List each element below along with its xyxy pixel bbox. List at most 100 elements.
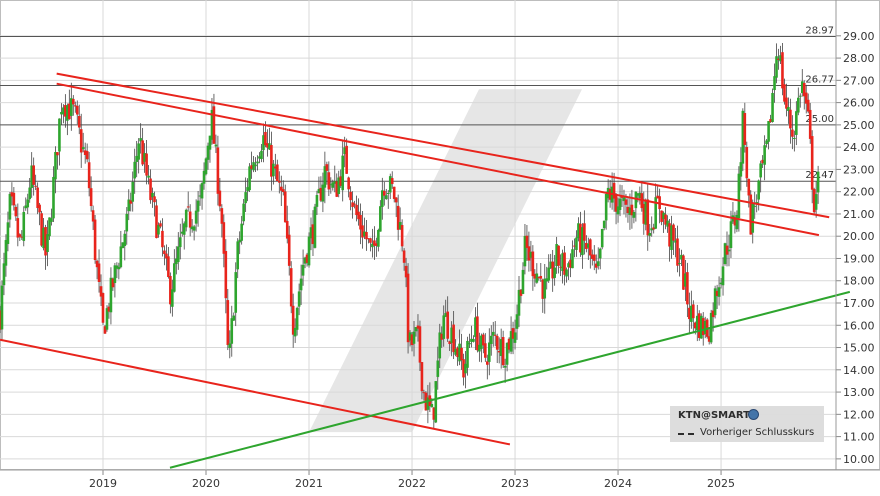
candle-body [741,110,745,164]
candle-body [408,332,412,341]
candle-body [375,243,378,246]
candle-body [499,339,503,356]
y-tick-label: 25.00 [843,119,875,132]
candle-body [497,350,501,353]
x-tick-label: 2019 [89,477,117,490]
candle-body [64,105,67,117]
candle-body [159,223,162,227]
candle-body [440,333,444,340]
candle-body [798,95,802,97]
candle-body [281,189,285,193]
candle-body [509,331,513,352]
candle-body [527,246,531,261]
candle-body [222,222,226,254]
candle-body [567,263,570,268]
candle-body [161,230,164,248]
candle-body [198,195,202,197]
candle-body [612,182,616,199]
candle-body [91,210,95,222]
candle-body [204,158,208,175]
candle-body [163,250,166,255]
candle-body [18,234,22,237]
candle-body [812,189,816,213]
candle-body [101,293,105,323]
candle-body [777,58,780,60]
candle-body [743,113,747,145]
candle-body [727,249,731,252]
candle-body [167,256,170,277]
candle-body [789,109,792,129]
candle-body [103,326,107,334]
candle-body [20,236,24,238]
candle-body [139,138,142,142]
candle-body [285,220,289,239]
candle-body [753,205,757,207]
candle-body [426,397,430,410]
candle-body [83,150,87,156]
candle-body [638,192,642,198]
candle-body [414,327,418,332]
candle-body [111,278,115,288]
candle-body [377,229,380,247]
candle-body [85,151,89,160]
candle-body [200,183,204,199]
watermark-shape [309,89,582,433]
candle-body [686,272,689,305]
candle-body [202,170,206,184]
globe-icon [748,409,759,420]
candle-body [446,311,449,339]
candle-body [169,275,172,305]
candle-body [252,162,255,171]
candle-body [521,269,525,294]
candle-body [22,211,26,241]
candle-body [579,223,582,253]
candle-body [165,253,168,259]
candle-body [311,224,315,245]
y-tick-label: 27.00 [843,74,875,87]
x-tick-label: 2022 [398,477,426,490]
candle-body [182,223,186,235]
candle-body [489,335,493,344]
candle-body [594,263,598,268]
candle-body [367,238,370,240]
candle-body [404,265,408,278]
y-tick-label: 11.00 [843,431,875,444]
candle-body [331,182,335,188]
candle-body [32,165,35,185]
grid-lines [0,0,880,470]
candle-body [115,265,119,269]
candle-body [176,246,180,263]
candle-body [632,211,636,218]
candle-body [196,200,200,212]
candle-body [569,259,572,268]
candle-body [228,343,232,348]
candle-body [747,178,751,196]
candle-body [660,210,663,222]
candle-body [519,289,523,296]
candle-body [739,162,743,177]
candle-body [95,260,99,268]
candle-body [719,282,723,285]
candle-body [480,335,483,349]
candle-body [406,273,410,343]
candle-body [244,192,247,204]
candle-body [745,147,749,179]
candle-body [701,318,705,336]
y-tick-label: 12.00 [843,408,875,421]
y-tick-label: 10.00 [843,453,875,466]
candle-body [4,240,8,266]
candle-body [24,205,28,209]
candle-body [396,205,400,230]
candle-body [333,181,337,184]
candle-body [238,239,241,243]
candle-body [795,111,798,135]
candle-body [646,199,650,236]
candle-body [262,135,265,151]
candle-body [436,360,440,377]
candle-body [178,237,182,248]
candle-body [680,254,683,260]
candle-body [783,84,786,102]
candle-body [559,266,562,268]
candle-body [113,265,117,284]
candle-body [184,209,188,228]
